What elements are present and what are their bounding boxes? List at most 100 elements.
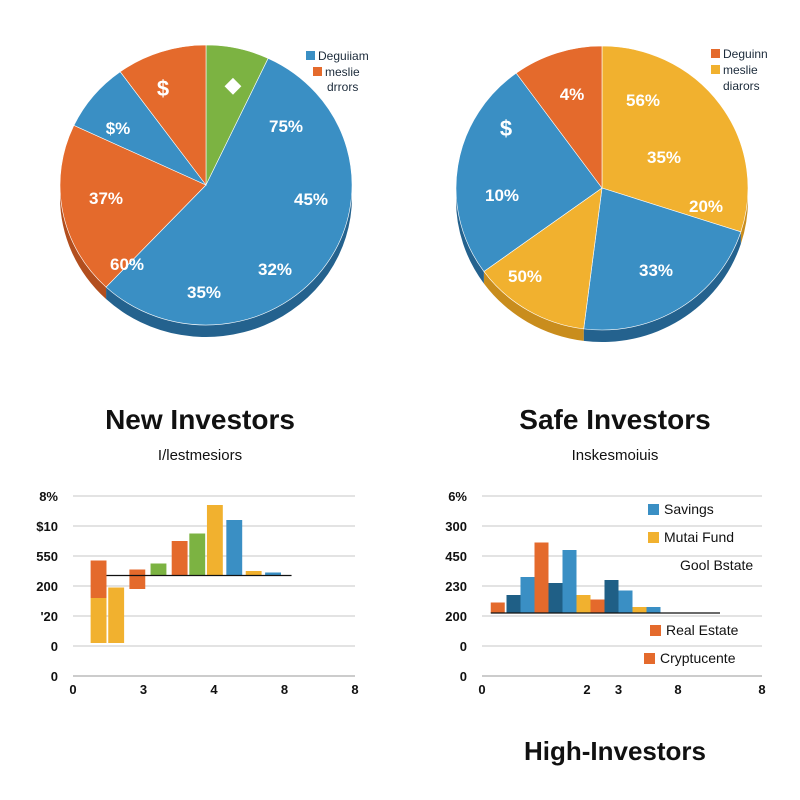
bar-3-bar-7 xyxy=(590,599,605,613)
bar-2-ytick-1: 0 xyxy=(51,639,58,654)
pie-1-slice-0-side xyxy=(740,188,748,244)
bar-2-bar-1 xyxy=(90,560,107,598)
bar-3-xtick-3: 8 xyxy=(674,682,681,697)
bar-3-ytick-1: 0 xyxy=(460,639,467,654)
bar-2-bar-10 xyxy=(265,572,281,576)
bar-3-ytick-4: 450 xyxy=(445,549,467,564)
bar-3-bar-11 xyxy=(646,607,661,613)
right-pie-legend-1: meslie xyxy=(723,63,758,77)
pie-1-label-4: 4% xyxy=(560,85,585,104)
pie-1-slice-4 xyxy=(515,45,603,189)
bar-legend-label-1: Mutai Fund xyxy=(664,529,734,545)
bar-legend-label-4: Cryptucente xyxy=(660,650,736,666)
bar-2-xtick-2: 4 xyxy=(210,682,218,697)
pie-0-extra-label-0: 45% xyxy=(294,190,328,209)
left-pie-chart: ◆ 75% 37% $% $45% 32% 35% 60% Deguiiam meslie d… xyxy=(59,44,369,337)
pie-0-extra-label-3: 60% xyxy=(110,255,144,274)
bar-2-xtick-1: 3 xyxy=(140,682,147,697)
bar-2-bar-6 xyxy=(189,533,206,576)
right-pie-legend-swatch-1 xyxy=(711,65,720,74)
right-chart-subtitle: Inskesmoiuis xyxy=(571,447,659,464)
pie-0-label-3: $% xyxy=(106,119,131,138)
bar-3-xtick-2: 3 xyxy=(615,682,622,697)
bar-3-ytick-5: 300 xyxy=(445,519,467,534)
bar-3-ytick-6: 6% xyxy=(448,489,467,504)
pie-1-slice-3-side xyxy=(456,188,484,284)
bar-2-ytick-4: 550 xyxy=(36,549,58,564)
left-chart-subtitle: I/lestmesiors xyxy=(157,447,243,464)
pie-0-extra-label-2: 35% xyxy=(187,283,221,302)
right-pie-legend-0: Deguinn xyxy=(723,47,768,61)
bar-3-bar-8 xyxy=(604,580,619,613)
pie-1-slice-1 xyxy=(583,187,742,331)
bar-3-bar-10 xyxy=(632,607,647,613)
bar-3-ytick-2: 200 xyxy=(445,609,467,624)
pie-0-slice-1 xyxy=(105,57,353,326)
pie-1-slice-3 xyxy=(455,72,603,272)
left-pie-legend-2: drrors xyxy=(327,80,358,94)
pie-1-label-2: 50% xyxy=(508,267,542,286)
bar-3-bar-5 xyxy=(562,550,577,613)
pie-1-slice-0 xyxy=(601,45,749,233)
pie-0-label-2: 37% xyxy=(89,189,123,208)
pie-0-slice-4 xyxy=(119,44,207,186)
pie-1-label-1: 33% xyxy=(639,261,673,280)
bar-3-ytick-3: 230 xyxy=(445,579,467,594)
bar-2-bar-8 xyxy=(226,520,243,576)
left-pie-legend-swatch-1 xyxy=(313,67,322,76)
bar-3-xtick-4: 8 xyxy=(758,682,765,697)
bar-3-bar-9 xyxy=(618,590,633,613)
pie-1-slice-2 xyxy=(483,187,603,330)
bar-3-bar-3 xyxy=(534,542,549,613)
bar-3-bar-6 xyxy=(576,595,591,613)
pie-0-extra-label-1: 32% xyxy=(258,260,292,279)
bar-3-xtick-0: 0 xyxy=(478,682,485,697)
left-chart-title: New Investors xyxy=(105,404,295,435)
pie-1-slice-2-side xyxy=(483,271,584,341)
right-pie-chart: 56% 33% 50% 10% 4% 35% 20% $ Deguinn meslie dia… xyxy=(455,45,768,342)
bar-legend-label-0: Savings xyxy=(664,501,714,517)
bar-2-bar-2 xyxy=(108,587,125,643)
pie-1-slice-1-side xyxy=(583,231,741,342)
bar-legend-label-2: Gool Bstate xyxy=(680,557,753,573)
bar-3-bar-2 xyxy=(520,577,535,613)
bar-2-bar-7 xyxy=(206,505,223,576)
pie-1-symbol: $ xyxy=(500,116,512,141)
pie-1-label-3: 10% xyxy=(485,186,519,205)
bar-3-ytick-0: 0 xyxy=(460,669,467,684)
left-pie-legend-swatch-0 xyxy=(306,51,315,60)
pie-0-symbol-4: $ xyxy=(157,76,169,101)
bar-2-ytick-5: $10 xyxy=(36,519,58,534)
bottom-chart-title: High-Investors xyxy=(523,736,707,766)
bar-2-ytick-2: '20 xyxy=(40,609,58,624)
pie-1-extra-label-1: 20% xyxy=(689,197,723,216)
bar-3-bar-0 xyxy=(490,602,505,613)
pie-0-slice-2-side xyxy=(60,185,107,300)
pie-0-label-1: 75% xyxy=(269,117,303,136)
pie-1-extra-label-0: 35% xyxy=(647,148,681,167)
bar-2-bar-4 xyxy=(150,563,167,576)
bar-2-xtick-0: 0 xyxy=(69,682,76,697)
right-chart-title: Safe Investors xyxy=(519,404,711,435)
bar-3-xtick-1: 2 xyxy=(583,682,590,697)
pie-0-symbol-0: ◆ xyxy=(225,72,242,97)
bar-legend-swatch-3 xyxy=(650,625,661,636)
right-pie-legend-2: diarors xyxy=(723,79,760,93)
left-pie-legend-1: meslie xyxy=(325,65,360,79)
bar-legend-swatch-4 xyxy=(644,653,655,664)
bar-2-bar-9 xyxy=(245,571,262,576)
bar-2-xtick-3: 8 xyxy=(281,682,288,697)
bar-2-ytick-6: 8% xyxy=(39,489,58,504)
bar-3-bar-1 xyxy=(506,595,521,613)
bar-3-bar-4 xyxy=(548,583,563,613)
bar-2-ytick-0: 0 xyxy=(51,669,58,684)
bar-2-xtick-4: 8 xyxy=(351,682,358,697)
bar-legend-swatch-0 xyxy=(648,504,659,515)
right-pie-legend-swatch-0 xyxy=(711,49,720,58)
pie-1-label-0: 56% xyxy=(626,91,660,110)
pie-0-slice-2 xyxy=(59,124,207,288)
bar-2-bar-5 xyxy=(171,541,188,576)
left-pie-legend-0: Deguiiam xyxy=(318,49,369,63)
